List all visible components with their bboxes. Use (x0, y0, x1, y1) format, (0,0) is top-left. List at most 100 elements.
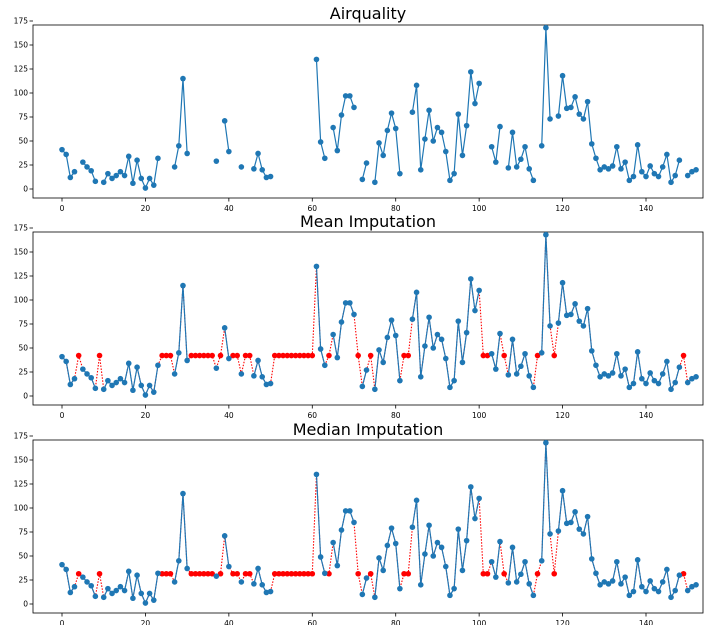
observed-point (176, 558, 182, 564)
y-tick-label: 125 (14, 480, 29, 489)
observed-point (138, 590, 145, 597)
imputed-point (159, 570, 165, 577)
x-tick-label: 120 (555, 204, 570, 213)
observed-point (322, 362, 328, 369)
observed-point (622, 159, 628, 165)
observed-series-line (361, 369, 368, 387)
y-tick-label: 0 (23, 600, 28, 609)
observed-point (459, 567, 466, 574)
observed-point (593, 155, 599, 162)
observed-point (88, 582, 94, 589)
observed-point (493, 366, 499, 372)
observed-point (505, 165, 512, 171)
observed-point (555, 113, 562, 119)
observed-point (684, 172, 691, 179)
y-tick-label: 50 (18, 344, 28, 353)
y-tick-label: 75 (18, 528, 28, 537)
observed-point (251, 166, 257, 172)
observed-point (584, 513, 591, 520)
observed-point (609, 578, 616, 584)
observed-point (71, 168, 78, 175)
observed-point (255, 565, 261, 572)
x-tick-label: 60 (308, 411, 318, 420)
observed-point (342, 93, 349, 99)
observed-point (543, 231, 549, 238)
observed-point (80, 574, 86, 580)
observed-point (476, 287, 482, 294)
observed-series-line (332, 95, 355, 151)
imputed-point (355, 352, 361, 359)
observed-point (684, 587, 691, 594)
observed-point (676, 572, 683, 578)
imputed-point (167, 352, 174, 359)
observed-point (213, 158, 220, 164)
observed-point (576, 318, 583, 324)
observed-point (438, 129, 445, 136)
observed-point (463, 329, 470, 336)
y-tick-label: 100 (14, 89, 29, 98)
observed-point (618, 166, 624, 172)
observed-point (142, 392, 149, 398)
observed-point (267, 588, 274, 595)
y-tick-label: 150 (14, 41, 29, 50)
observed-point (672, 587, 678, 594)
observed-point (530, 592, 537, 599)
observed-point (526, 166, 532, 172)
observed-point (313, 263, 320, 270)
observed-point (317, 139, 324, 145)
observed-point (651, 170, 658, 177)
observed-point (651, 585, 658, 592)
observed-point (121, 587, 128, 594)
observed-point (255, 150, 261, 157)
observed-point (372, 179, 378, 186)
observed-point (559, 279, 566, 286)
observed-point (422, 136, 428, 142)
observed-point (146, 382, 153, 389)
observed-point (438, 544, 445, 551)
imputed-point (242, 570, 249, 577)
observed-point (576, 526, 583, 532)
observed-point (509, 129, 516, 136)
observed-point (555, 528, 562, 534)
observed-point (67, 381, 74, 388)
observed-point (422, 343, 428, 349)
observed-series-line (374, 528, 401, 598)
observed-point (522, 350, 528, 357)
observed-point (447, 592, 453, 599)
observed-point (659, 164, 666, 170)
observed-point (59, 561, 65, 568)
observed-point (618, 581, 624, 587)
observed-point (588, 348, 595, 354)
observed-point (614, 143, 620, 150)
y-tick-label: 100 (14, 504, 29, 513)
observed-point (672, 379, 678, 386)
imputed-point (188, 570, 195, 577)
x-tick-label: 100 (472, 204, 487, 213)
imputed-point (305, 570, 311, 577)
imputed-point (280, 570, 286, 577)
imputed-point (192, 570, 199, 577)
imputed-point (196, 570, 203, 577)
imputed-point (367, 570, 374, 577)
observed-point (92, 385, 99, 392)
observed-point (267, 173, 274, 180)
observed-point (493, 159, 499, 165)
observed-point (330, 331, 336, 338)
observed-point (59, 146, 65, 153)
observed-point (597, 582, 603, 588)
observed-point (451, 170, 457, 177)
x-tick-label: 40 (224, 411, 234, 420)
observed-point (376, 140, 382, 146)
observed-point (417, 167, 424, 173)
observed-point (171, 164, 178, 170)
observed-point (372, 594, 378, 601)
observed-series-line (174, 285, 188, 375)
imputed-point (242, 352, 249, 359)
observed-point (180, 490, 186, 497)
x-tick-label: 20 (141, 204, 151, 213)
imputed-point (230, 570, 236, 577)
observed-point (372, 386, 378, 393)
observed-point (113, 587, 120, 594)
observed-point (392, 125, 399, 132)
observed-point (497, 330, 503, 337)
